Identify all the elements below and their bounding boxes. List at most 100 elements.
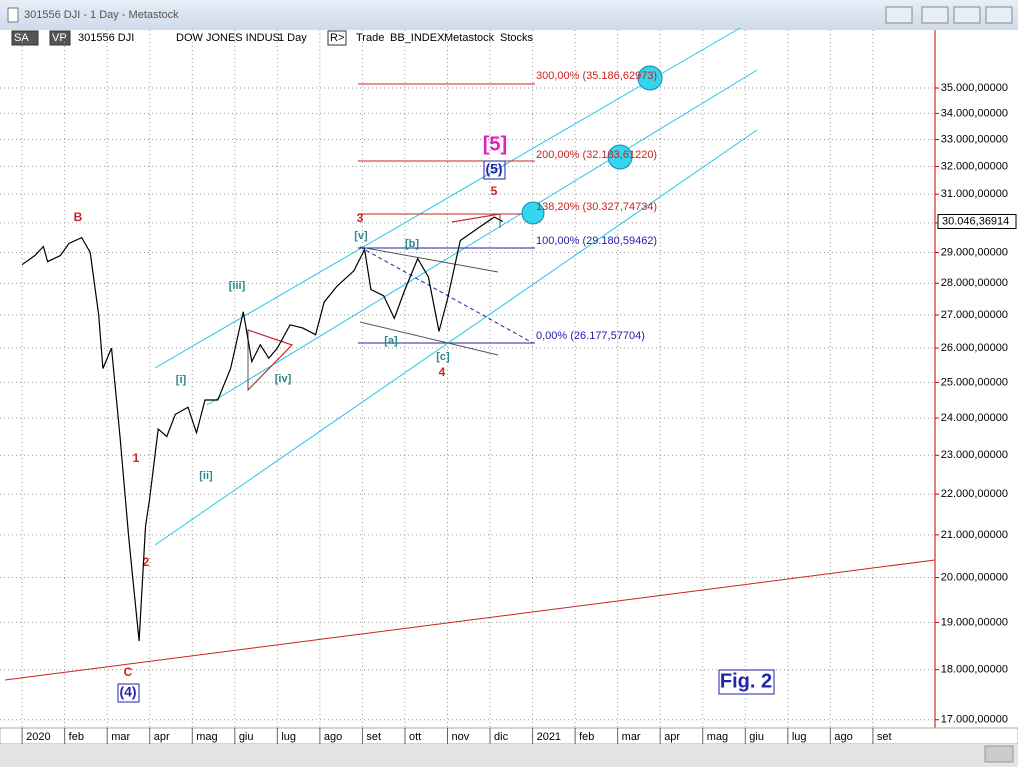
x-tick-label: 2021 — [537, 731, 561, 743]
y-tick-label: 24.000,00000 — [941, 412, 1008, 424]
fib-label: 0,00% (26.177,57704) — [536, 330, 645, 342]
btn-minimize[interactable] — [921, 6, 949, 24]
btn-close[interactable] — [985, 6, 1013, 24]
annotations: 300,00% (35.186,62973) 200,00% (32.183,61… — [74, 70, 772, 700]
toolbar-item: 1 Day — [278, 32, 307, 44]
plot-area — [0, 30, 935, 728]
y-tick-label: 31.000,00000 — [941, 188, 1008, 200]
y-tick-label: 34.000,00000 — [941, 107, 1008, 119]
x-tick-label: ago — [324, 731, 342, 743]
triangle — [247, 213, 501, 391]
x-tick-label: lug — [792, 731, 807, 743]
x-tick-label: 2020 — [26, 731, 50, 743]
x-tick-label: nov — [452, 731, 470, 743]
y-tick-label: 21.000,00000 — [941, 529, 1008, 541]
wave-label: B — [74, 210, 83, 224]
y-tick-label: 26.000,00000 — [941, 342, 1008, 354]
wave-label: [ii] — [199, 470, 213, 482]
title-bar — [0, 0, 1018, 30]
y-tick-label: 29.000,00000 — [941, 246, 1008, 258]
wave-label: 5 — [491, 184, 498, 198]
scroll-thumb[interactable] — [984, 745, 1014, 763]
wave-label: (5) — [485, 161, 502, 177]
x-tick-label: apr — [154, 731, 170, 743]
label-box — [718, 669, 775, 695]
y-tick-label: 28.000,00000 — [941, 277, 1008, 289]
x-tick-label: feb — [579, 731, 594, 743]
toolbar-item: DOW JONES INDUS — [176, 32, 280, 44]
wave-label: [iii] — [229, 280, 246, 292]
pattern-lines — [247, 213, 501, 392]
toolbar-item: Trade — [356, 32, 384, 44]
x-tick-label: mar — [622, 731, 641, 743]
label-box — [117, 683, 140, 703]
fib-label: 200,00% (32.183,61220) — [536, 149, 657, 161]
wave-label: [5] — [483, 133, 507, 155]
x-tick-label: mag — [196, 731, 217, 743]
x-tick-label: giu — [239, 731, 254, 743]
x-tick-label: set — [877, 731, 892, 743]
scrollbar[interactable] — [0, 744, 1018, 767]
fib-label: 300,00% (35.186,62973) — [536, 70, 657, 82]
overlays — [4, 27, 936, 703]
trendline — [4, 559, 936, 681]
grid — [0, 30, 935, 728]
y-tick-label: 25.000,00000 — [941, 376, 1008, 388]
wave-label: 2 — [143, 555, 150, 569]
wave-label: (4) — [119, 684, 136, 700]
y-tick-label: 35.000,00000 — [941, 82, 1008, 94]
x-tick-label: mag — [707, 731, 728, 743]
wave-label: [v] — [354, 230, 368, 242]
x-tick-label: set — [366, 731, 381, 743]
x-axis-area — [0, 727, 1018, 745]
wave-label: [i] — [176, 374, 187, 386]
price-tag — [937, 214, 1017, 230]
x-tick-label: ago — [834, 731, 852, 743]
window-title: 301556 DJI - 1 Day - Metastock — [24, 9, 179, 21]
x-tick-label: lug — [281, 731, 296, 743]
price-line — [21, 216, 504, 642]
wave-label: C — [124, 665, 133, 679]
wave-label: [a] — [384, 335, 398, 347]
y-tick-label: 18.000,00000 — [941, 664, 1008, 676]
y-tick-label: 19.000,00000 — [941, 616, 1008, 628]
y-tick-label: 22.000,00000 — [941, 488, 1008, 500]
x-tick-label: feb — [69, 731, 84, 743]
wave-label: 3 — [357, 211, 364, 225]
toolbar-button[interactable] — [327, 30, 347, 46]
x-tick-label: dic — [494, 731, 509, 743]
label-box — [483, 160, 506, 180]
toolbar-button[interactable] — [11, 30, 39, 46]
x-tick-label: giu — [749, 731, 764, 743]
price-tag-label: 30.046,36914 — [942, 215, 1009, 227]
dashed-line — [359, 246, 534, 344]
target-circle — [521, 201, 545, 225]
fib-label: 138,20% (30.327,74734) — [536, 201, 657, 213]
y-axis-area — [935, 30, 1018, 728]
toolbar-item: R> — [330, 32, 344, 44]
toolbar-item: SA — [14, 32, 29, 44]
btn-maximize[interactable] — [953, 6, 981, 24]
channel-line — [154, 129, 758, 546]
wave-label: 4 — [439, 365, 446, 379]
target-circle — [607, 144, 633, 170]
x-tick-label: ott — [409, 731, 421, 743]
figure-label: Fig. 2 — [720, 670, 772, 692]
y-tick-label: 33.000,00000 — [941, 133, 1008, 145]
y-tick-label: 17.000,00000 — [941, 714, 1008, 726]
target-circle — [637, 65, 663, 91]
y-tick-label: 27.000,00000 — [941, 309, 1008, 321]
fib-label: 100,00% (29.180,59462) — [536, 235, 657, 247]
toolbar-item: 301556 DJI — [78, 32, 134, 44]
y-tick-label: 23.000,00000 — [941, 449, 1008, 461]
toolbar-item: Stocks — [500, 32, 534, 44]
toolbar-item: BB_INDEX — [390, 32, 445, 44]
x-tick-label: mar — [111, 731, 130, 743]
btn-settings[interactable] — [885, 6, 913, 24]
wave-label: [c] — [436, 351, 450, 363]
wave-label: [iv] — [275, 373, 292, 385]
x-tick-label: apr — [664, 731, 680, 743]
toolbar-item: Metastock — [444, 32, 495, 44]
